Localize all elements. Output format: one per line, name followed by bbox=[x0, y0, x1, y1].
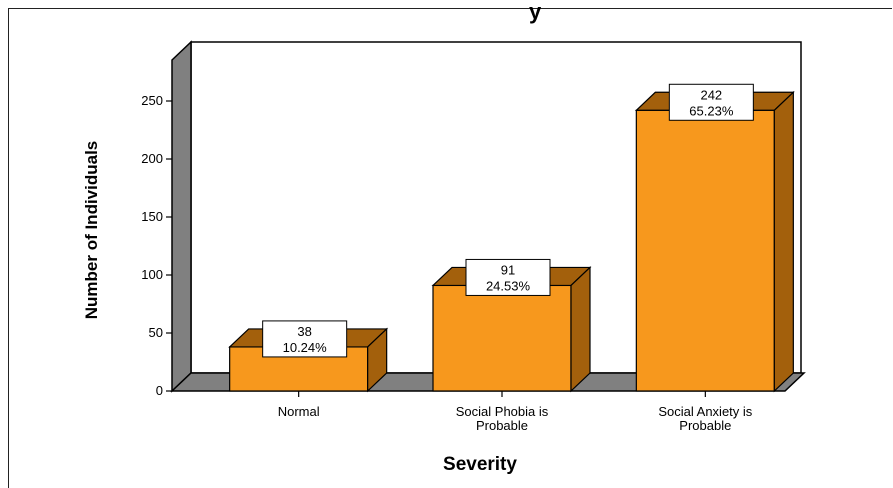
data-label-count: 91 bbox=[501, 262, 515, 277]
x-tick-label: Probable bbox=[476, 418, 528, 433]
y-axis-title: Number of Individuals bbox=[82, 141, 101, 320]
x-axis-title: Severity bbox=[443, 454, 517, 475]
x-tick-label: Social Phobia is bbox=[456, 404, 549, 419]
data-label-box bbox=[465, 258, 551, 296]
bar-front-3 bbox=[635, 109, 775, 392]
bar-side-2 bbox=[570, 266, 591, 393]
x-tick-label: Probable bbox=[679, 418, 731, 433]
y-tick-label: 50 bbox=[149, 325, 163, 340]
y-tick-label: 150 bbox=[141, 209, 163, 224]
bar-side-1 bbox=[367, 327, 388, 393]
y-axis: 0 50 100 150 200 250 bbox=[141, 93, 172, 398]
y-tick-label: 100 bbox=[141, 267, 163, 282]
data-label-percent: 24.53% bbox=[486, 278, 531, 293]
data-label-percent: 65.23% bbox=[689, 103, 734, 118]
y-tick-label: 200 bbox=[141, 151, 163, 166]
bar-front-2 bbox=[432, 284, 572, 392]
data-label-percent: 10.24% bbox=[283, 340, 328, 355]
data-label-box bbox=[668, 83, 754, 121]
bars bbox=[228, 90, 795, 393]
data-label-count: 242 bbox=[700, 87, 722, 102]
chart-title-fragment: y bbox=[529, 0, 542, 24]
x-tick-label: Normal bbox=[278, 404, 320, 419]
y-tick-label: 250 bbox=[141, 93, 163, 108]
data-label-box bbox=[262, 320, 348, 358]
y-tick-label: 0 bbox=[156, 383, 163, 398]
data-label-count: 38 bbox=[297, 324, 311, 339]
x-tick-label: Social Anxiety is bbox=[658, 404, 752, 419]
side-wall bbox=[171, 40, 192, 393]
bar-side-3 bbox=[773, 90, 794, 393]
